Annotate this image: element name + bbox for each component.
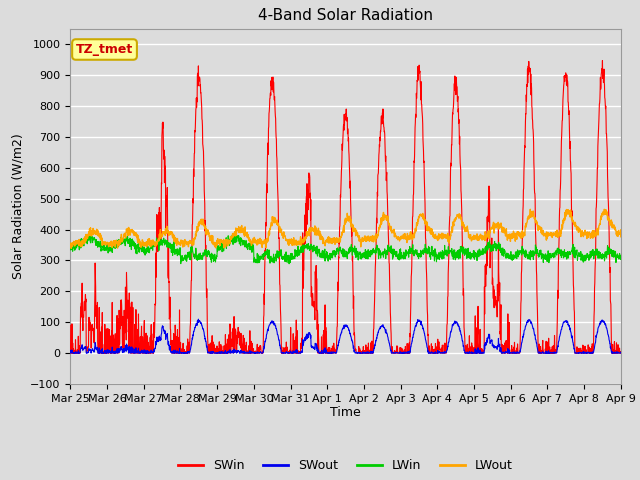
Title: 4-Band Solar Radiation: 4-Band Solar Radiation bbox=[258, 9, 433, 24]
Y-axis label: Solar Radiation (W/m2): Solar Radiation (W/m2) bbox=[12, 133, 25, 279]
Text: TZ_tmet: TZ_tmet bbox=[76, 43, 133, 56]
Legend: SWin, SWout, LWin, LWout: SWin, SWout, LWin, LWout bbox=[173, 454, 518, 477]
X-axis label: Time: Time bbox=[330, 407, 361, 420]
